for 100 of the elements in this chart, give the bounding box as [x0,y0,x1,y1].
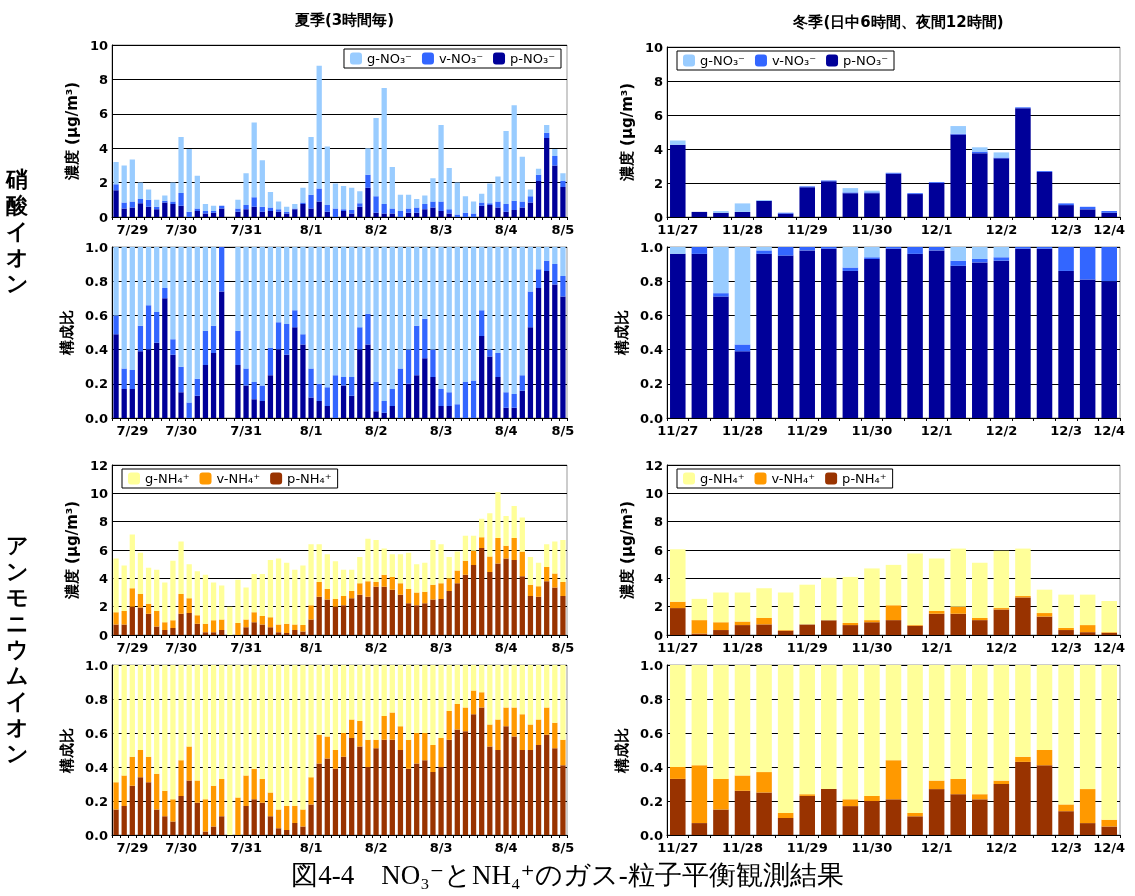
x-tick-label: 12/1 [920,640,953,655]
x-tick-label: 7/29 [116,222,149,237]
y-tick-label: 2 [653,599,663,615]
x-tick-label: 12/2 [985,640,1018,655]
x-tick-label: 12/2 [985,423,1018,438]
x-tick-label: 8/4 [494,640,518,655]
x-tick-label: 7/30 [165,640,198,655]
legend-label: p-NO₃⁻ [843,53,889,68]
text: アンモニウムイオン [5,533,29,766]
x-tick-label: 7/30 [165,423,198,438]
y-tick-label: 0.4 [84,342,108,358]
y-tick-label: 6 [98,542,108,558]
x-tick-label: 12/3 [1050,840,1083,855]
legend-label: g-NO₃⁻ [366,51,412,66]
y-tick-label: 6 [653,107,663,123]
y-tick-label: 0.2 [639,376,663,392]
x-tick-label: 8/2 [364,222,388,237]
x-tick-label: 8/1 [299,840,323,855]
y-tick-label: 8 [653,73,663,89]
y-tick-label: 0.8 [84,691,108,707]
x-tick-label: 12/3 [1050,222,1083,237]
x-tick-label: 8/1 [299,640,323,655]
x-tick-label: 8/3 [429,840,453,855]
y-tick-label: 8 [98,71,108,87]
y-tick-label: 0.8 [84,273,108,289]
x-tick-label: 12/2 [985,840,1018,855]
x-tick-label: 8/3 [429,423,453,438]
x-tick-label: 11/29 [786,840,828,855]
legend-label: g-NO₃⁻ [700,53,745,68]
y-tick-label: 6 [653,542,663,558]
x-tick-label: 7/29 [116,423,149,438]
y-tick-label: 10 [644,485,663,501]
x-tick-label: 8/2 [364,640,388,655]
x-tick-label: 8/4 [494,840,518,855]
y-tick-label: 8 [653,514,663,530]
x-tick-label: 11/28 [722,840,763,855]
y-tick-label: 2 [98,175,108,191]
x-tick-label: 12/1 [920,840,953,855]
y-tick-label: 4 [653,141,663,157]
y-tick-label: 1.0 [84,239,108,255]
x-tick-label: 7/31 [230,840,263,855]
x-tick-label: 11/30 [851,640,893,655]
y-axis-title: 濃度 (μg/m³) [62,81,81,182]
y-tick-label: 0.8 [639,273,663,289]
x-tick-label: 11/27 [657,840,699,855]
x-tick-label: 8/1 [299,222,323,237]
y-tick-label: 4 [98,140,108,156]
x-tick-label: 11/30 [851,840,893,855]
y-tick-label: 12 [644,457,663,473]
y-axis-title: 構成比 [612,727,631,774]
x-tick-label: 7/31 [230,423,263,438]
x-tick-label: 8/4 [494,423,518,438]
x-tick-label: 11/29 [786,423,828,438]
x-tick-label: 8/2 [364,423,388,438]
x-tick-label: 8/3 [429,640,453,655]
y-tick-label: 0 [98,627,108,643]
y-axis-title: 構成比 [57,310,76,356]
y-tick-label: 0.6 [84,725,108,741]
x-tick-label: 11/28 [722,222,763,237]
y-tick-label: 0.0 [639,410,663,426]
chart-title: 夏季(3時間毎) [293,10,395,29]
x-tick-label: 12/1 [920,222,953,237]
y-tick-label: 0.2 [84,793,108,809]
x-tick-label: 12/2 [985,222,1018,237]
chart-title: 冬季(日中6時間、夜間12時間) [792,12,1004,31]
y-axis-title: 構成比 [57,727,76,774]
y-tick-label: 0.2 [639,793,663,809]
x-tick-label: 7/29 [116,840,149,855]
y-tick-label: 4 [98,570,108,586]
y-tick-label: 0 [653,627,663,643]
y-tick-label: 0.4 [639,759,663,775]
x-tick-label: 8/3 [429,222,453,237]
x-tick-label: 11/29 [786,222,828,237]
x-tick-label: 11/30 [851,423,893,438]
y-axis-title: 濃度 (μg/m³) [617,82,636,183]
y-tick-label: 12 [89,457,108,473]
y-tick-label: 10 [644,39,663,55]
x-tick-label: 11/27 [657,222,699,237]
x-tick-label: 7/31 [230,222,263,237]
y-tick-label: 4 [653,570,663,586]
legend-label: p-NH₄⁺ [287,471,332,486]
y-tick-label: 2 [653,175,663,191]
x-tick-label: 11/28 [722,423,763,438]
y-tick-label: 10 [89,485,108,501]
x-tick-label: 12/1 [920,423,953,438]
x-tick-label: 8/1 [299,423,323,438]
x-tick-label: 8/5 [551,423,575,438]
y-tick-label: 8 [98,514,108,530]
x-tick-label: 11/30 [851,222,893,237]
x-tick-label: 8/5 [551,222,575,237]
x-tick-label: 7/30 [165,222,198,237]
legend-label: g-NH₄⁺ [145,471,190,486]
y-axis-title: 濃度 (μg/m³) [617,500,636,601]
x-tick-label: 12/4 [1093,640,1126,655]
y-tick-label: 1.0 [639,657,663,673]
text: 硝酸イオン [4,166,30,297]
y-tick-label: 0.2 [84,376,108,392]
y-tick-label: 0.4 [639,342,663,358]
x-tick-label: 12/4 [1093,423,1126,438]
x-tick-label: 11/27 [657,640,699,655]
